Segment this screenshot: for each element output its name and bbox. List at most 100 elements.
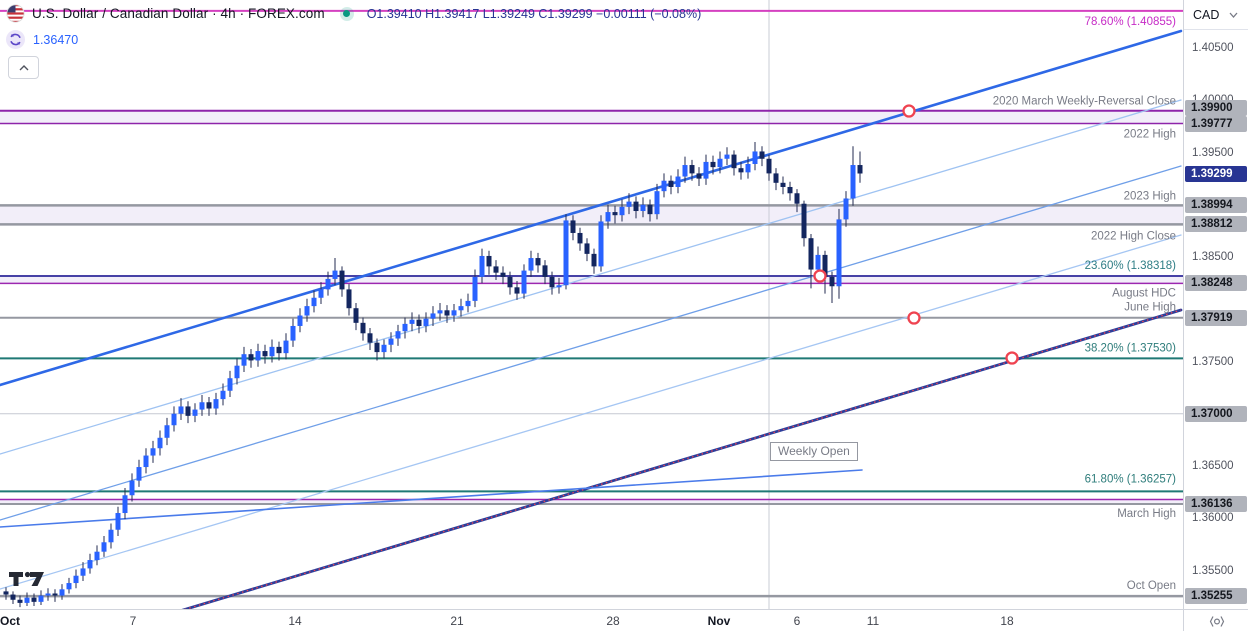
candle-up bbox=[479, 255, 485, 277]
candle-up bbox=[304, 306, 310, 316]
candle-up bbox=[682, 165, 688, 177]
candle-up bbox=[605, 212, 611, 222]
candle-down bbox=[612, 212, 618, 216]
candle-down bbox=[584, 243, 590, 254]
candle-down bbox=[591, 253, 597, 267]
chart-legend: U.S. Dollar / Canadian Dollar · 4h · FOR… bbox=[6, 4, 701, 23]
candle-up bbox=[325, 278, 331, 290]
time-axis[interactable]: Oct 7 14 21 28 Nov 6 11 18 bbox=[0, 609, 1183, 631]
candle-down bbox=[346, 289, 352, 309]
candle-down bbox=[668, 180, 674, 187]
candle-up bbox=[24, 597, 30, 603]
secondary-series-row: 1.36470 bbox=[6, 30, 78, 49]
weekly-open-label[interactable]: Weekly Open bbox=[770, 442, 858, 461]
candle-up bbox=[178, 406, 184, 414]
candle-down bbox=[710, 161, 716, 168]
candle-up bbox=[717, 158, 723, 168]
currency-selector[interactable]: CAD bbox=[1184, 0, 1248, 30]
level-price-badge: 1.36136 bbox=[1185, 496, 1247, 513]
candle-down bbox=[577, 232, 583, 244]
trend-line-red-dots bbox=[184, 309, 1182, 609]
us-flag-icon bbox=[6, 4, 25, 23]
candle-down bbox=[696, 173, 702, 179]
candle-up bbox=[563, 220, 569, 286]
market-status-icon[interactable] bbox=[339, 6, 354, 21]
candle-up bbox=[108, 529, 114, 543]
candle-up bbox=[619, 206, 625, 216]
symbol-title[interactable]: U.S. Dollar / Canadian Dollar · 4h · FOR… bbox=[32, 6, 325, 21]
candle-up bbox=[556, 285, 562, 288]
collapse-legend-button[interactable] bbox=[8, 56, 39, 79]
candle-down bbox=[276, 346, 282, 354]
candle-down bbox=[759, 151, 765, 159]
candle-up bbox=[101, 542, 107, 552]
trend-line[interactable] bbox=[0, 234, 1182, 590]
axis-settings-corner[interactable] bbox=[1183, 609, 1248, 631]
candle-up bbox=[122, 495, 128, 514]
candle-up bbox=[80, 568, 86, 576]
candle-up bbox=[234, 365, 240, 379]
candle-up bbox=[430, 313, 436, 319]
candle-up bbox=[59, 589, 65, 596]
candle-up bbox=[815, 254, 821, 270]
price-tick: 1.40500 bbox=[1192, 42, 1234, 54]
candle-up bbox=[465, 300, 471, 307]
current-price-badge: 1.39299 bbox=[1185, 165, 1247, 182]
candle-down bbox=[738, 168, 744, 173]
trend-line[interactable] bbox=[0, 165, 1182, 521]
level-price-badge: 1.35255 bbox=[1185, 588, 1247, 605]
level-label: 61.80% (1.36257) bbox=[1085, 473, 1177, 485]
level-price-badge: 1.38812 bbox=[1185, 216, 1247, 233]
time-tick: 7 bbox=[129, 614, 137, 628]
candle-down bbox=[353, 308, 359, 323]
candle-down bbox=[647, 204, 653, 215]
candle-down bbox=[486, 255, 492, 267]
candle-down bbox=[507, 276, 513, 288]
level-label: August HDC bbox=[1112, 287, 1176, 299]
level-price-badge: 1.37919 bbox=[1185, 309, 1247, 326]
candle-down bbox=[794, 193, 800, 204]
candle-up bbox=[598, 221, 604, 267]
candle-up bbox=[164, 425, 170, 438]
tradingview-logo[interactable] bbox=[8, 566, 46, 592]
trend-line[interactable] bbox=[0, 469, 863, 528]
candle-up bbox=[458, 306, 464, 311]
intersection-marker-circle[interactable] bbox=[813, 269, 827, 283]
candle-up bbox=[213, 399, 219, 409]
candle-down bbox=[542, 265, 548, 277]
candle-down bbox=[549, 276, 555, 288]
price-axis[interactable]: CAD 1.405001.400001.395001.385001.375001… bbox=[1183, 0, 1248, 609]
price-tick: 1.38500 bbox=[1192, 251, 1234, 263]
time-tick: 21 bbox=[450, 614, 464, 628]
candle-up bbox=[626, 201, 632, 207]
candle-up bbox=[290, 325, 296, 341]
candlestick-chart[interactable]: 78.60% (1.40855) 2020 March Weekly-Revers… bbox=[0, 0, 1183, 609]
intersection-marker-circle[interactable] bbox=[907, 311, 921, 325]
candle-down bbox=[731, 154, 737, 169]
axis-settings-gear-icon[interactable] bbox=[1209, 615, 1225, 628]
level-label: June High bbox=[1124, 302, 1176, 314]
candle-up bbox=[423, 318, 429, 326]
ohlc-values: O1.39410 H1.39417 L1.39249 C1.39299 −0.0… bbox=[366, 6, 702, 21]
candle-down bbox=[787, 186, 793, 194]
sync-icon[interactable] bbox=[6, 30, 25, 49]
candle-down bbox=[262, 351, 268, 357]
candle-up bbox=[332, 270, 338, 279]
candle-down bbox=[493, 266, 499, 273]
price-tick: 1.36000 bbox=[1192, 512, 1234, 525]
candle-down bbox=[10, 594, 16, 600]
trend-line[interactable] bbox=[0, 99, 1182, 455]
candle-up bbox=[528, 258, 534, 271]
secondary-price-value: 1.36470 bbox=[33, 32, 79, 47]
candle-down bbox=[780, 182, 786, 187]
candle-down bbox=[570, 220, 576, 233]
intersection-marker-circle[interactable] bbox=[902, 104, 916, 118]
candle-down bbox=[773, 173, 779, 183]
trend-line[interactable] bbox=[0, 29, 1183, 387]
level-label: 78.60% (1.40855) bbox=[1085, 16, 1177, 28]
level-price-badge: 1.39777 bbox=[1185, 116, 1247, 132]
chart-canvas[interactable]: 78.60% (1.40855) 2020 March Weekly-Revers… bbox=[0, 0, 1183, 609]
intersection-marker-circle[interactable] bbox=[1005, 351, 1019, 365]
candle-up bbox=[171, 413, 177, 426]
